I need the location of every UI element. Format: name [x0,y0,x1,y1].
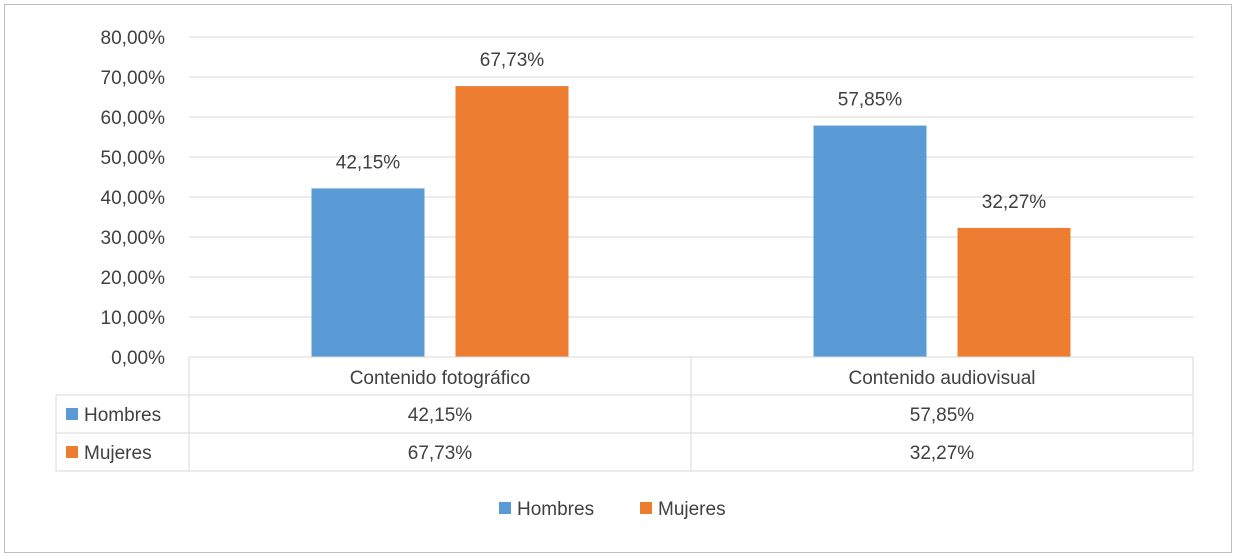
data-label: 57,85% [838,90,903,111]
row-header: Mujeres [84,443,152,464]
y-tick-label: 60,00% [101,108,166,129]
y-tick-label: 0,00% [111,348,165,369]
legend-key-hombres [66,408,78,420]
legend-label: Mujeres [658,499,726,520]
y-tick-label: 70,00% [101,68,166,89]
table-cell: 57,85% [910,405,975,426]
y-tick-label: 20,00% [101,268,166,289]
y-tick-label: 30,00% [101,228,166,249]
bar-hombres [813,125,927,357]
bar-hombres [311,188,425,357]
bar-mujeres [455,86,569,357]
data-label: 42,15% [336,152,401,173]
category-label: Contenido audiovisual [849,368,1036,389]
table-cell: 42,15% [408,405,473,426]
y-tick-label: 10,00% [101,308,166,329]
table-cell: 67,73% [408,443,473,464]
y-tick-label: 40,00% [101,188,166,209]
legend-swatch-mujeres [640,502,652,514]
data-label: 32,27% [982,192,1047,213]
category-label: Contenido fotográfico [350,368,531,389]
legend-key-mujeres [66,446,78,458]
legend-swatch-hombres [499,502,511,514]
y-tick-label: 50,00% [101,148,166,169]
legend-label: Hombres [517,499,594,520]
row-header: Hombres [84,405,161,426]
data-label: 67,73% [480,50,545,71]
table-cell: 32,27% [910,443,975,464]
bar-mujeres [957,227,1071,357]
y-tick-label: 80,00% [101,28,166,49]
